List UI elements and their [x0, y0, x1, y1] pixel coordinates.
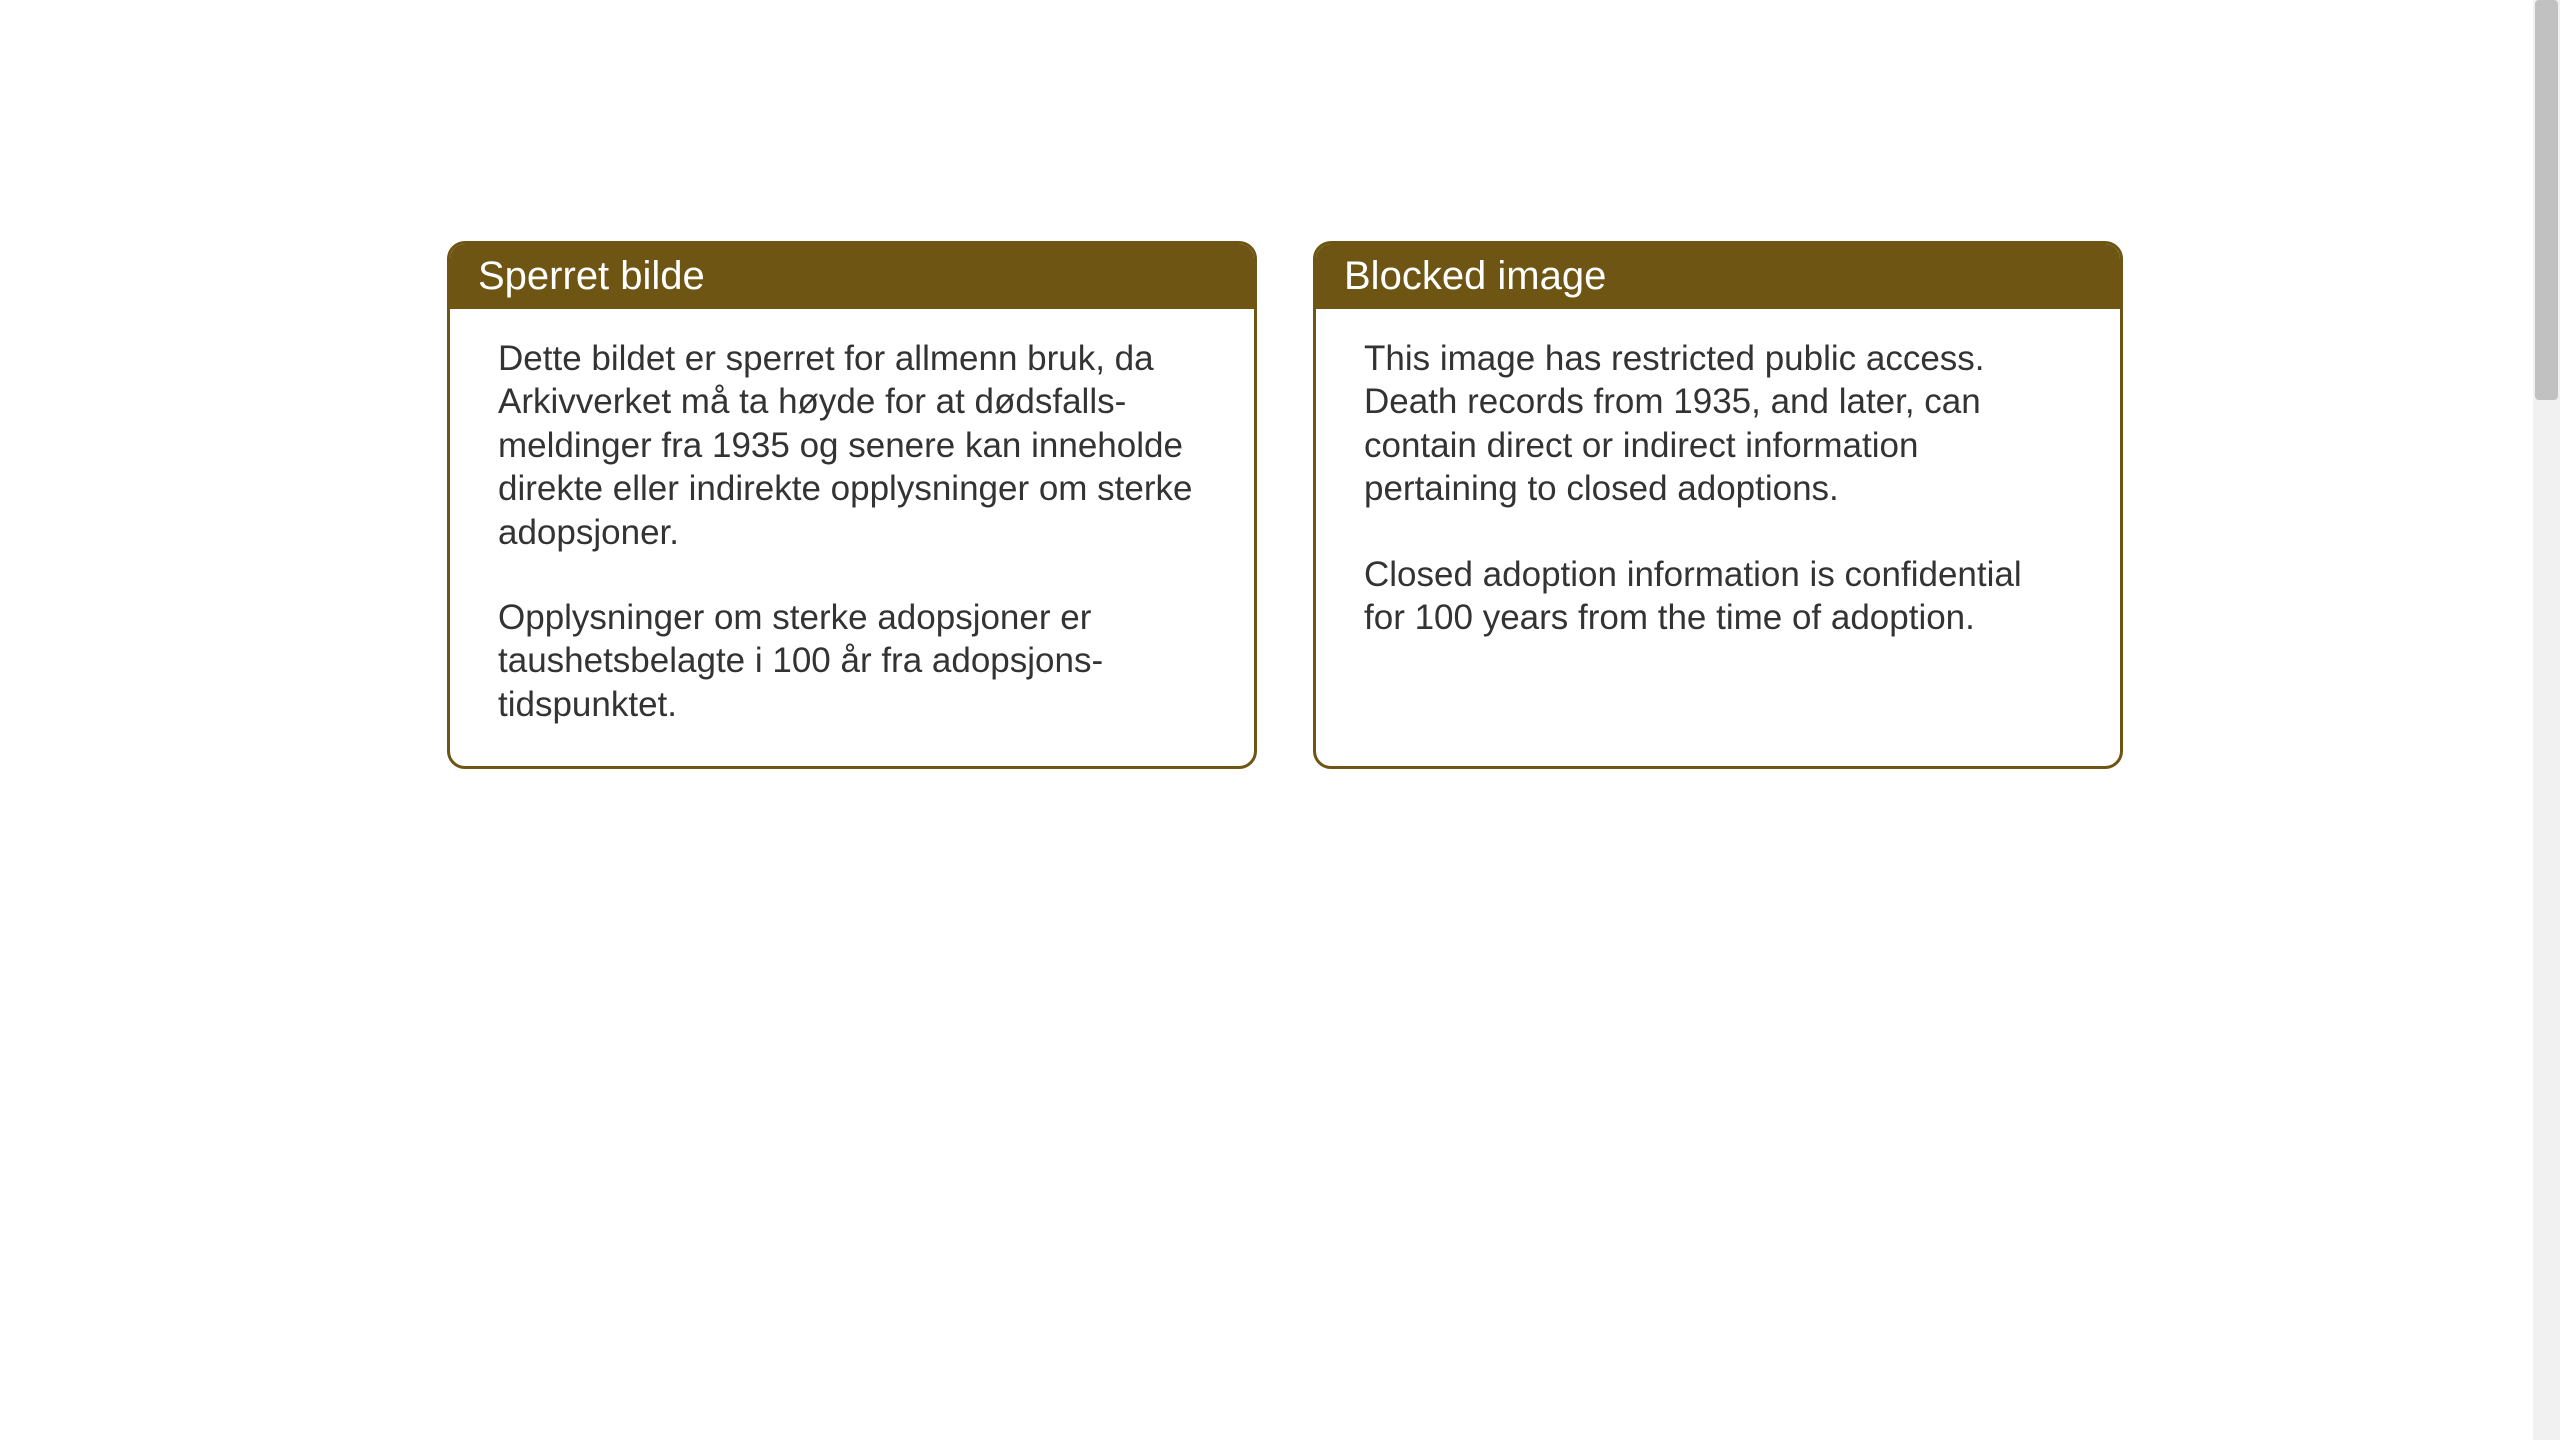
card-english: Blocked image This image has restricted … — [1313, 241, 2123, 769]
card-paragraph-1-english: This image has restricted public access.… — [1364, 337, 2072, 511]
scrollbar-vertical[interactable] — [2533, 0, 2560, 1440]
scrollbar-thumb[interactable] — [2535, 0, 2558, 400]
card-body-norwegian: Dette bildet er sperret for allmenn bruk… — [450, 309, 1254, 766]
card-norwegian: Sperret bilde Dette bildet er sperret fo… — [447, 241, 1257, 769]
card-header-english: Blocked image — [1316, 244, 2120, 309]
card-title-english: Blocked image — [1344, 254, 1606, 298]
card-body-english: This image has restricted public access.… — [1316, 309, 2120, 679]
card-paragraph-1-norwegian: Dette bildet er sperret for allmenn bruk… — [498, 337, 1206, 554]
card-title-norwegian: Sperret bilde — [478, 254, 705, 298]
card-paragraph-2-english: Closed adoption information is confident… — [1364, 553, 2072, 640]
card-paragraph-2-norwegian: Opplysninger om sterke adopsjoner er tau… — [498, 596, 1206, 726]
card-header-norwegian: Sperret bilde — [450, 244, 1254, 309]
cards-container: Sperret bilde Dette bildet er sperret fo… — [447, 241, 2123, 769]
